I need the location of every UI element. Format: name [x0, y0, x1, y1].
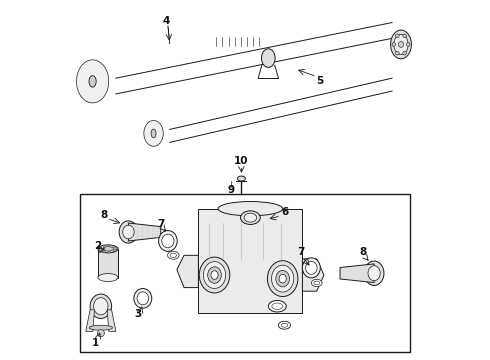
Circle shape: [103, 245, 105, 247]
Ellipse shape: [144, 121, 163, 146]
Ellipse shape: [278, 321, 291, 329]
Ellipse shape: [199, 257, 230, 293]
Text: 1: 1: [92, 338, 99, 348]
Polygon shape: [107, 310, 116, 331]
Circle shape: [113, 250, 115, 252]
Text: 7: 7: [157, 219, 165, 229]
Ellipse shape: [85, 71, 100, 92]
Text: 6: 6: [282, 207, 289, 217]
Circle shape: [395, 51, 399, 55]
Ellipse shape: [78, 62, 107, 101]
Ellipse shape: [241, 211, 260, 225]
Ellipse shape: [94, 298, 108, 315]
Ellipse shape: [262, 49, 275, 67]
Ellipse shape: [271, 265, 294, 292]
Text: 8: 8: [360, 247, 367, 257]
Circle shape: [403, 34, 406, 37]
Polygon shape: [177, 255, 198, 288]
Ellipse shape: [218, 202, 283, 216]
Text: 5: 5: [317, 76, 324, 86]
Ellipse shape: [211, 271, 218, 279]
Circle shape: [99, 247, 101, 249]
Ellipse shape: [89, 325, 113, 330]
Circle shape: [103, 251, 105, 253]
Ellipse shape: [268, 261, 298, 297]
Ellipse shape: [137, 292, 148, 305]
Ellipse shape: [238, 176, 245, 181]
Ellipse shape: [314, 281, 319, 285]
Polygon shape: [340, 264, 374, 283]
Ellipse shape: [306, 261, 317, 274]
Text: 9: 9: [227, 185, 234, 195]
Circle shape: [398, 41, 404, 47]
Ellipse shape: [89, 76, 96, 87]
Text: 4: 4: [162, 16, 170, 26]
Ellipse shape: [159, 230, 177, 251]
Ellipse shape: [391, 30, 412, 59]
Ellipse shape: [84, 68, 101, 94]
Ellipse shape: [272, 303, 283, 310]
Ellipse shape: [208, 267, 221, 283]
Ellipse shape: [90, 294, 112, 319]
Ellipse shape: [269, 301, 286, 312]
Circle shape: [403, 51, 406, 55]
Circle shape: [113, 246, 115, 248]
Ellipse shape: [80, 64, 105, 99]
Text: 2: 2: [95, 241, 101, 251]
Polygon shape: [198, 209, 302, 313]
Ellipse shape: [368, 266, 380, 281]
Circle shape: [108, 251, 110, 253]
Circle shape: [115, 248, 117, 250]
Circle shape: [108, 244, 110, 247]
Ellipse shape: [279, 274, 286, 283]
Circle shape: [406, 42, 410, 46]
Circle shape: [395, 34, 399, 37]
Ellipse shape: [276, 270, 290, 287]
Polygon shape: [128, 223, 161, 241]
Text: 10: 10: [234, 156, 248, 166]
Ellipse shape: [244, 213, 257, 222]
Text: 3: 3: [135, 309, 142, 319]
Ellipse shape: [87, 73, 98, 90]
Ellipse shape: [76, 60, 109, 103]
Ellipse shape: [102, 247, 113, 251]
Ellipse shape: [302, 258, 320, 278]
Text: 7: 7: [297, 247, 304, 257]
Ellipse shape: [394, 35, 408, 54]
Circle shape: [392, 42, 395, 46]
Polygon shape: [86, 310, 95, 331]
Ellipse shape: [147, 124, 160, 143]
Ellipse shape: [170, 253, 176, 257]
Ellipse shape: [168, 251, 179, 259]
Ellipse shape: [151, 129, 156, 138]
Ellipse shape: [119, 221, 138, 243]
Ellipse shape: [311, 279, 322, 287]
Ellipse shape: [122, 225, 134, 239]
Ellipse shape: [98, 245, 118, 253]
Ellipse shape: [82, 66, 103, 96]
Ellipse shape: [203, 262, 225, 288]
Ellipse shape: [148, 125, 159, 141]
Ellipse shape: [98, 274, 118, 282]
Text: 8: 8: [101, 210, 108, 220]
Ellipse shape: [149, 127, 157, 140]
Bar: [98, 249, 118, 278]
Ellipse shape: [162, 234, 174, 248]
Ellipse shape: [134, 288, 152, 308]
Bar: [80, 194, 410, 352]
Ellipse shape: [364, 261, 384, 285]
Circle shape: [99, 249, 101, 251]
Ellipse shape: [281, 323, 288, 327]
Ellipse shape: [146, 122, 162, 145]
Polygon shape: [302, 259, 324, 291]
Circle shape: [97, 329, 104, 337]
